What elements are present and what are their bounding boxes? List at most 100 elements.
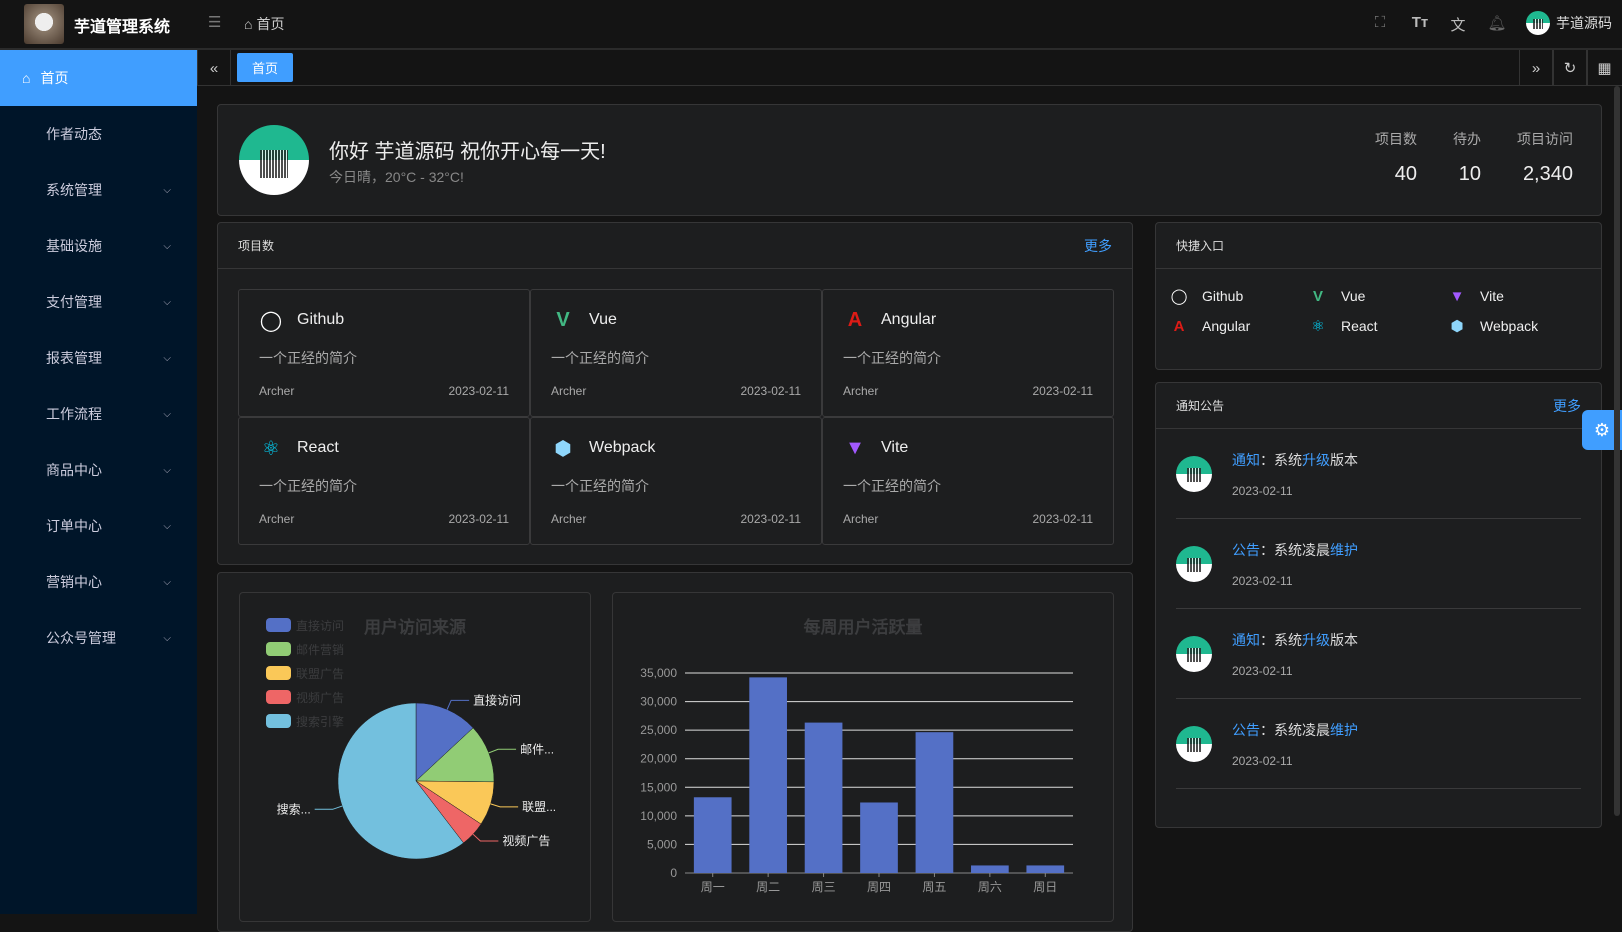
notice-card: 通知公告 更多 通知：系统升级版本 2023-02-11 公告：系统凌晨维护 20… [1155,382,1602,828]
card-title: 通知公告 [1176,399,1225,413]
project-card[interactable]: ◯ Github 一个正经的简介 Archer 2023-02-11 [238,289,530,417]
scroll-left-button[interactable]: « [197,50,231,86]
user-menu[interactable]: 芋道源码 [1526,11,1612,35]
project-name: React [297,439,339,456]
scrollbar[interactable] [1614,86,1620,816]
sidebar-item[interactable]: 系统管理 ⌵ [0,162,197,218]
legend-label: 直接访问 [296,618,344,633]
quick-entry-label: Github [1202,288,1244,304]
project-card[interactable]: ▼ Vite 一个正经的简介 Archer 2023-02-11 [822,417,1114,545]
sidebar-item-label: 商品中心 [46,462,102,478]
project-card[interactable]: V Vue 一个正经的简介 Archer 2023-02-11 [530,289,822,417]
sidebar-item[interactable]: 报表管理 ⌵ [0,330,197,386]
project-desc: 一个正经的简介 [843,478,941,494]
sidebar-item[interactable]: 作者动态 [0,106,197,162]
slice-label: 直接访问 [473,692,521,707]
vite-icon: ▼ [845,436,865,459]
stat-value: 10 [1458,163,1481,185]
project-desc: 一个正经的简介 [843,350,941,366]
scroll-right-button[interactable]: » [1519,50,1553,86]
fullscreen-icon[interactable]: ⛶ [1374,14,1386,31]
more-link[interactable]: 更多 [1084,237,1112,254]
project-author: Archer [843,384,879,398]
avatar [1176,455,1212,492]
sidebar-item[interactable]: 商品中心 ⌵ [0,442,197,498]
quick-entry[interactable]: V Vue [1309,287,1448,305]
card-title: 快捷入口 [1176,239,1225,253]
more-link[interactable]: 更多 [1553,397,1581,414]
notice-item[interactable]: 通知：系统升级版本 2023-02-11 [1176,609,1581,699]
project-author: Archer [551,512,587,526]
refresh-button[interactable]: ↻ [1553,50,1587,86]
stat-label: 待办 [1453,131,1481,147]
notice-item[interactable]: 公告：系统凌晨维护 2023-02-11 [1176,519,1581,609]
quick-entry[interactable]: ⚛ React [1309,317,1448,335]
sidebar-item[interactable]: 订单中心 ⌵ [0,498,197,554]
notice-highlight: 维护 [1330,721,1358,738]
quick-entry[interactable]: ▼ Vite [1448,287,1587,305]
breadcrumb-item[interactable]: 首页 [256,16,285,32]
sidebar-item-label: 订单中心 [46,518,102,534]
sidebar-item[interactable]: ⌂ 首页 [0,50,197,106]
x-tick-label: 周二 [756,880,780,894]
stat-value: 40 [1394,163,1417,185]
quick-entry-card: 快捷入口 ◯ Github V Vue ▼ Vite A Angular ⚛ React ⬢ Webp… [1155,222,1602,370]
avatar [1176,545,1212,582]
tab-menu-button[interactable]: ▦ [1587,50,1621,86]
project-desc: 一个正经的简介 [551,350,649,366]
chevron-down-icon: ⌵ [163,520,171,532]
project-date: 2023-02-11 [1032,384,1094,398]
quick-entry-label: Angular [1202,318,1251,334]
quick-entry[interactable]: ◯ Github [1170,287,1309,305]
quick-entry[interactable]: A Angular [1170,317,1309,335]
home-icon: ⌂ [244,16,253,32]
font-size-icon[interactable]: Tт [1411,14,1429,31]
menu-collapse-icon[interactable]: ☰ [208,14,222,31]
legend-swatch [266,642,291,656]
sidebar-item-label: 工作流程 [46,406,102,422]
sidebar-item[interactable]: 工作流程 ⌵ [0,386,197,442]
breadcrumb[interactable]: ⌂ 首页 [244,14,284,34]
slice-label: 邮件... [520,742,554,756]
bar [915,732,954,873]
greeting: 你好 芋道源码 祝你开心每一天! [329,141,606,163]
quick-entry-label: React [1341,318,1378,334]
notice-type: 公告 [1232,541,1260,558]
github-icon: ◯ [259,309,283,332]
notice-item[interactable]: 公告：系统凌晨维护 2023-02-11 [1176,699,1581,789]
vite-icon: ▼ [1449,287,1465,305]
notice-item[interactable]: 通知：系统升级版本 2023-02-11 [1176,429,1581,519]
quick-entry-label: Vue [1341,288,1366,304]
notice-text: 版本 [1330,631,1358,648]
notice-text: 系统凌晨 [1274,721,1330,738]
weather: 今日晴，20°C - 32°C! [329,169,464,185]
sidebar-item[interactable]: 营销中心 ⌵ [0,554,197,610]
label-line [472,833,499,842]
project-card[interactable]: ⬢ Webpack 一个正经的简介 Archer 2023-02-11 [530,417,822,545]
project-desc: 一个正经的简介 [259,350,357,366]
sidebar-item-label: 支付管理 [46,294,102,310]
pie-slice [415,727,495,783]
charts-card: 用户访问来源 直接访问 邮件营销 联盟广告 视频广告 搜索引擎 直接访问 邮件... 联盟...… [217,572,1133,932]
legend-label: 联盟广告 [296,667,344,681]
project-card[interactable]: A Angular 一个正经的简介 Archer 2023-02-11 [822,289,1114,417]
projects-card: 项目数 更多 ◯ Github 一个正经的简介 Archer 2023-02-11 V V… [217,222,1133,565]
project-author: Archer [551,384,587,398]
sidebar-item[interactable]: 基础设施 ⌵ [0,218,197,274]
sidebar-item-label: 公众号管理 [46,630,116,646]
chart-title: 每周用户活跃量 [804,617,923,637]
sidebar-item[interactable]: 支付管理 ⌵ [0,274,197,330]
stat-item: 项目访问 2,340 [1481,129,1573,186]
bell-icon[interactable]: 🔔︎ [1487,15,1507,32]
notice-date: 2023-02-11 [1232,753,1293,768]
avatar [239,125,309,195]
quick-entry[interactable]: ⬢ Webpack [1448,317,1587,335]
project-card[interactable]: ⚛ React 一个正经的简介 Archer 2023-02-11 [238,417,530,545]
tab-home[interactable]: 首页 [237,53,293,82]
y-tick-label: 0 [670,866,677,880]
notice-highlight: 维护 [1330,541,1358,558]
sidebar-item-label: 作者动态 [46,126,102,142]
translate-icon[interactable]: 文 [1450,17,1466,34]
angular-icon: A [847,308,863,331]
sidebar-item[interactable]: 公众号管理 ⌵ [0,610,197,666]
